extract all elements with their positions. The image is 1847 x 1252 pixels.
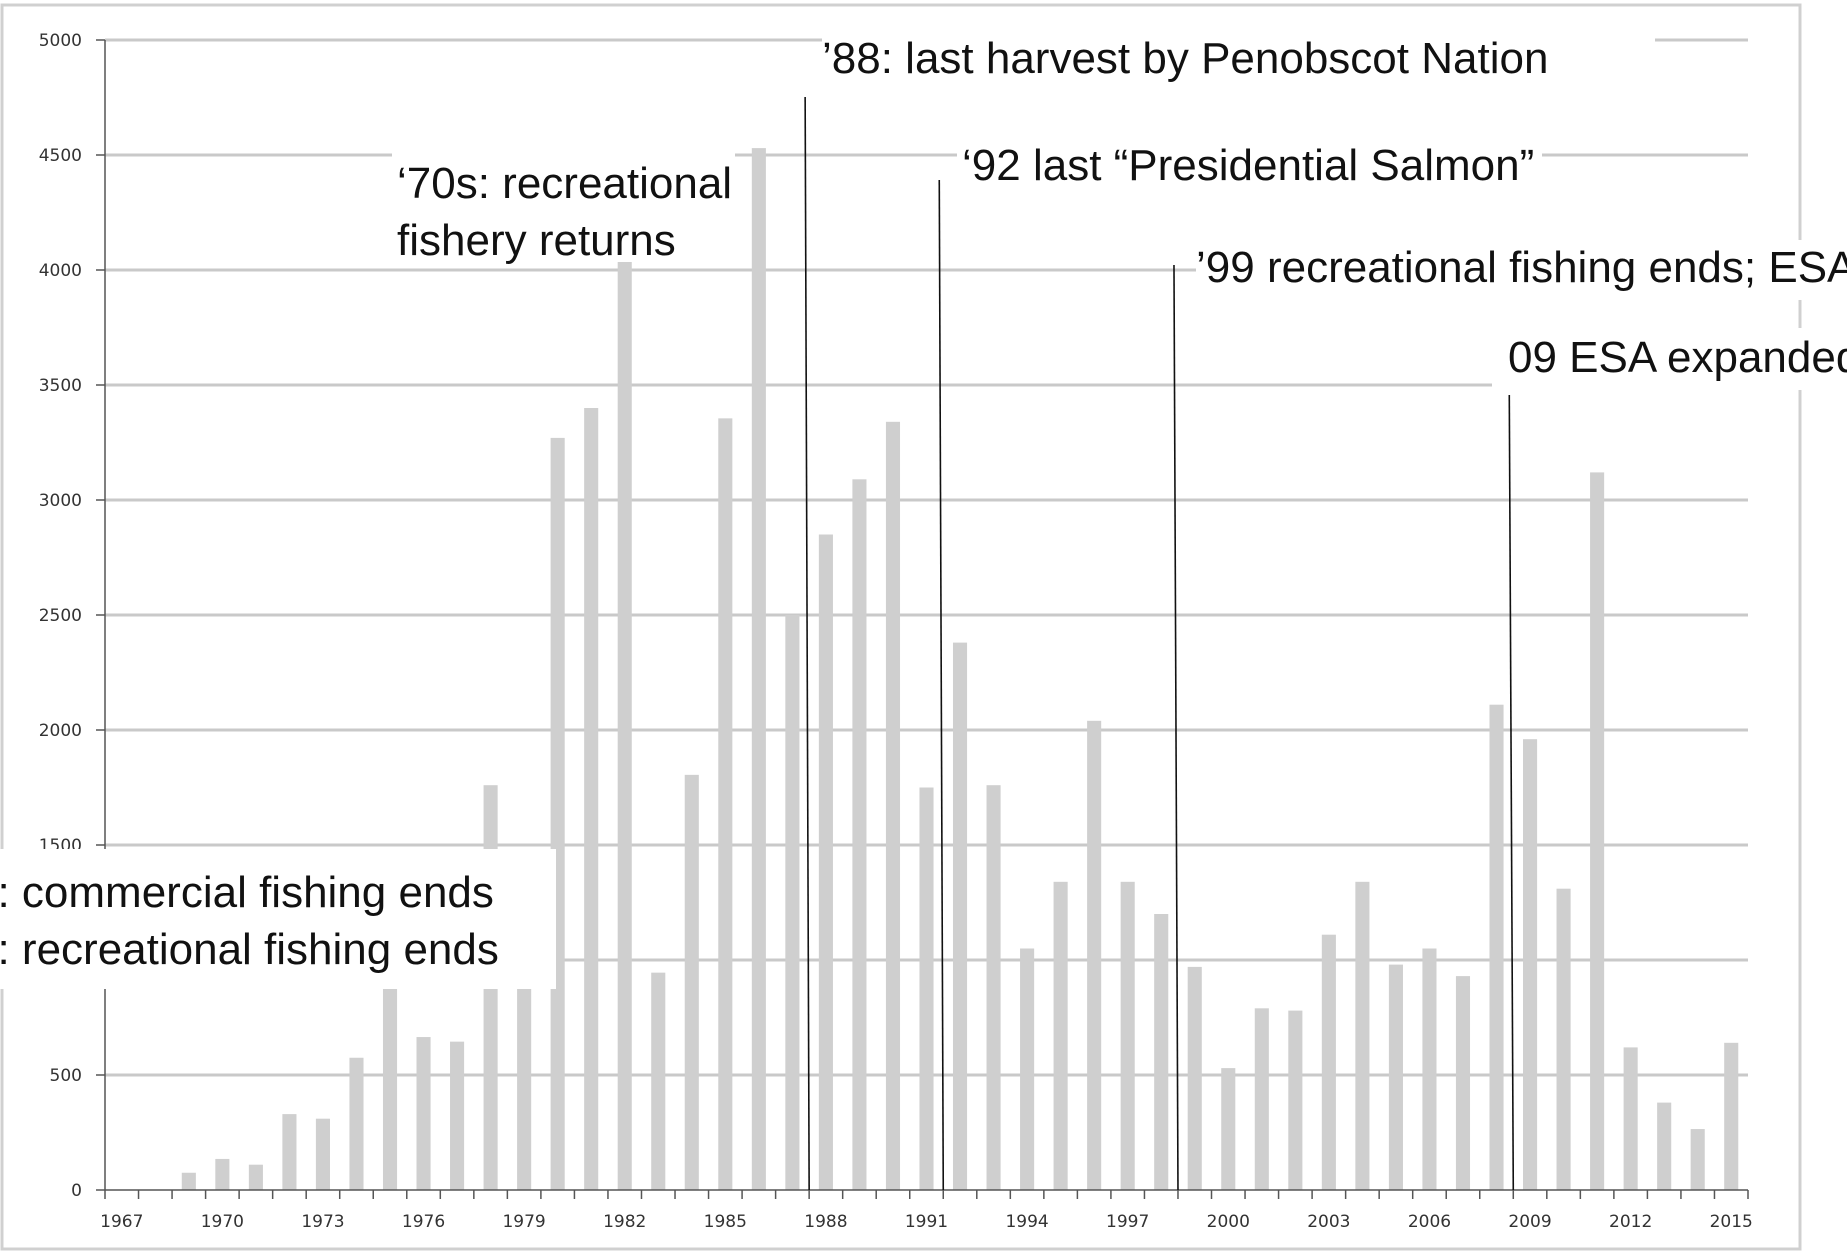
x-tick-label: 1997	[1106, 1212, 1149, 1232]
bar-1981	[584, 408, 599, 1190]
annotation-background	[1196, 240, 1847, 300]
bar-1988	[818, 534, 833, 1190]
bar-1990	[885, 421, 901, 1190]
bar-1974	[349, 1057, 364, 1190]
bar-1992	[952, 642, 968, 1190]
annotation-marker-line	[804, 96, 810, 1191]
x-tick-label: 1979	[502, 1212, 545, 1232]
y-tick-label: 5000	[39, 31, 82, 51]
bar-2002	[1288, 1010, 1303, 1190]
annotation-label: ‘92 last “Presidential Salmon”	[962, 141, 1534, 190]
bar-2012	[1623, 1047, 1638, 1190]
bar-1991	[919, 787, 934, 1190]
annotation-marker-line	[938, 179, 945, 1191]
x-tick-label: 1982	[603, 1212, 646, 1232]
bar-2000	[1221, 1068, 1236, 1190]
y-tick-label: 3000	[39, 491, 82, 511]
bar-1986	[751, 148, 766, 1191]
annotation-background	[957, 142, 1542, 200]
bar-2013	[1657, 1102, 1672, 1190]
annotation-label: 4: recreational fishing ends	[0, 925, 499, 974]
bar-1982	[617, 242, 632, 1190]
bar-1983	[651, 972, 666, 1190]
y-tick-label: 0	[71, 1181, 82, 1201]
bar-1999	[1187, 966, 1202, 1190]
bar-2015	[1724, 1042, 1739, 1190]
bar-1979	[517, 948, 532, 1190]
bar-1970	[215, 1158, 230, 1190]
annotation-background	[0, 849, 556, 989]
annotation-label: fishery returns	[397, 216, 676, 265]
bar-1996	[1087, 720, 1102, 1190]
x-tick-label: 2003	[1307, 1212, 1350, 1232]
bar-2003	[1321, 934, 1336, 1190]
bar-1997	[1120, 881, 1135, 1190]
x-axis: 1967 1970 1973 1976 1979 1982 1985 1988 1991 1994…	[100, 1189, 1753, 1232]
annotation-label: 7: commercial fishing ends	[0, 868, 494, 917]
annotation-label: ‘70s: recreational	[397, 159, 732, 208]
bar-1975	[382, 948, 398, 1190]
bar-2009	[1523, 739, 1538, 1190]
bar-2008	[1489, 704, 1504, 1190]
bar-1984	[684, 774, 699, 1190]
annotation-label: ’88: last harvest by Penobscot Nation	[822, 34, 1548, 83]
bar-2007	[1455, 976, 1471, 1190]
x-tick-label: 1973	[301, 1212, 344, 1232]
annotation-background	[392, 152, 735, 262]
x-tick-label: 1970	[201, 1212, 244, 1232]
bar-1977	[450, 1041, 465, 1190]
bar-2005	[1388, 964, 1403, 1190]
bar-1976	[416, 1037, 431, 1190]
bar-1987	[785, 615, 800, 1190]
y-axis: 0500100015002000250030003500400045005000	[39, 31, 106, 1201]
bar-1995	[1053, 881, 1068, 1190]
bar-1971	[248, 1164, 263, 1190]
y-tick-label: 4000	[39, 261, 82, 281]
x-tick-label: 2006	[1408, 1212, 1451, 1232]
x-tick-label: 1994	[1005, 1212, 1048, 1232]
x-tick-label: 2000	[1207, 1212, 1250, 1232]
bar-2010	[1556, 888, 1571, 1190]
bar-2006	[1422, 948, 1437, 1190]
bar-1972	[282, 1114, 297, 1190]
x-tick-label: 2009	[1508, 1212, 1551, 1232]
bar-1994	[1020, 948, 1035, 1190]
bar-1980	[550, 437, 565, 1190]
annotation-background	[822, 32, 1655, 92]
x-tick-label: 1967	[100, 1212, 143, 1232]
x-tick-label: 2015	[1710, 1212, 1753, 1232]
bar-1969	[181, 1172, 196, 1190]
bar-1989	[852, 479, 867, 1190]
annotation-marker-line	[1173, 264, 1179, 1191]
annotations: ’88: last harvest by Penobscot Nation ‘92…	[0, 32, 1847, 989]
bar-2011	[1590, 472, 1605, 1190]
x-tick-label: 2012	[1609, 1212, 1652, 1232]
annotation-marker-line	[1508, 394, 1515, 1191]
x-tick-label: 1985	[704, 1212, 747, 1232]
annotation-label: 09 ESA expanded	[1508, 333, 1847, 382]
annotation-background	[1492, 328, 1847, 390]
bars	[181, 148, 1739, 1191]
bar-2001	[1254, 1008, 1269, 1190]
x-tick-label: 1976	[402, 1212, 445, 1232]
x-tick-label: 1988	[804, 1212, 847, 1232]
bar-2004	[1355, 881, 1370, 1190]
y-tick-label: 500	[50, 1066, 82, 1086]
bar-1973	[315, 1118, 330, 1190]
y-tick-label: 2500	[39, 606, 82, 626]
bar-1993	[986, 785, 1001, 1190]
bar-1985	[718, 418, 733, 1191]
y-tick-label: 2000	[39, 721, 82, 741]
bar-1998	[1154, 914, 1169, 1190]
y-tick-label: 3500	[39, 376, 82, 396]
annotation-label: ’99 recreational fishing ends; ESA	[1196, 243, 1847, 292]
y-tick-label: 4500	[39, 146, 82, 166]
x-tick-label: 1991	[905, 1212, 948, 1232]
annotation-markers	[804, 96, 1515, 1191]
bar-2014	[1690, 1129, 1705, 1190]
